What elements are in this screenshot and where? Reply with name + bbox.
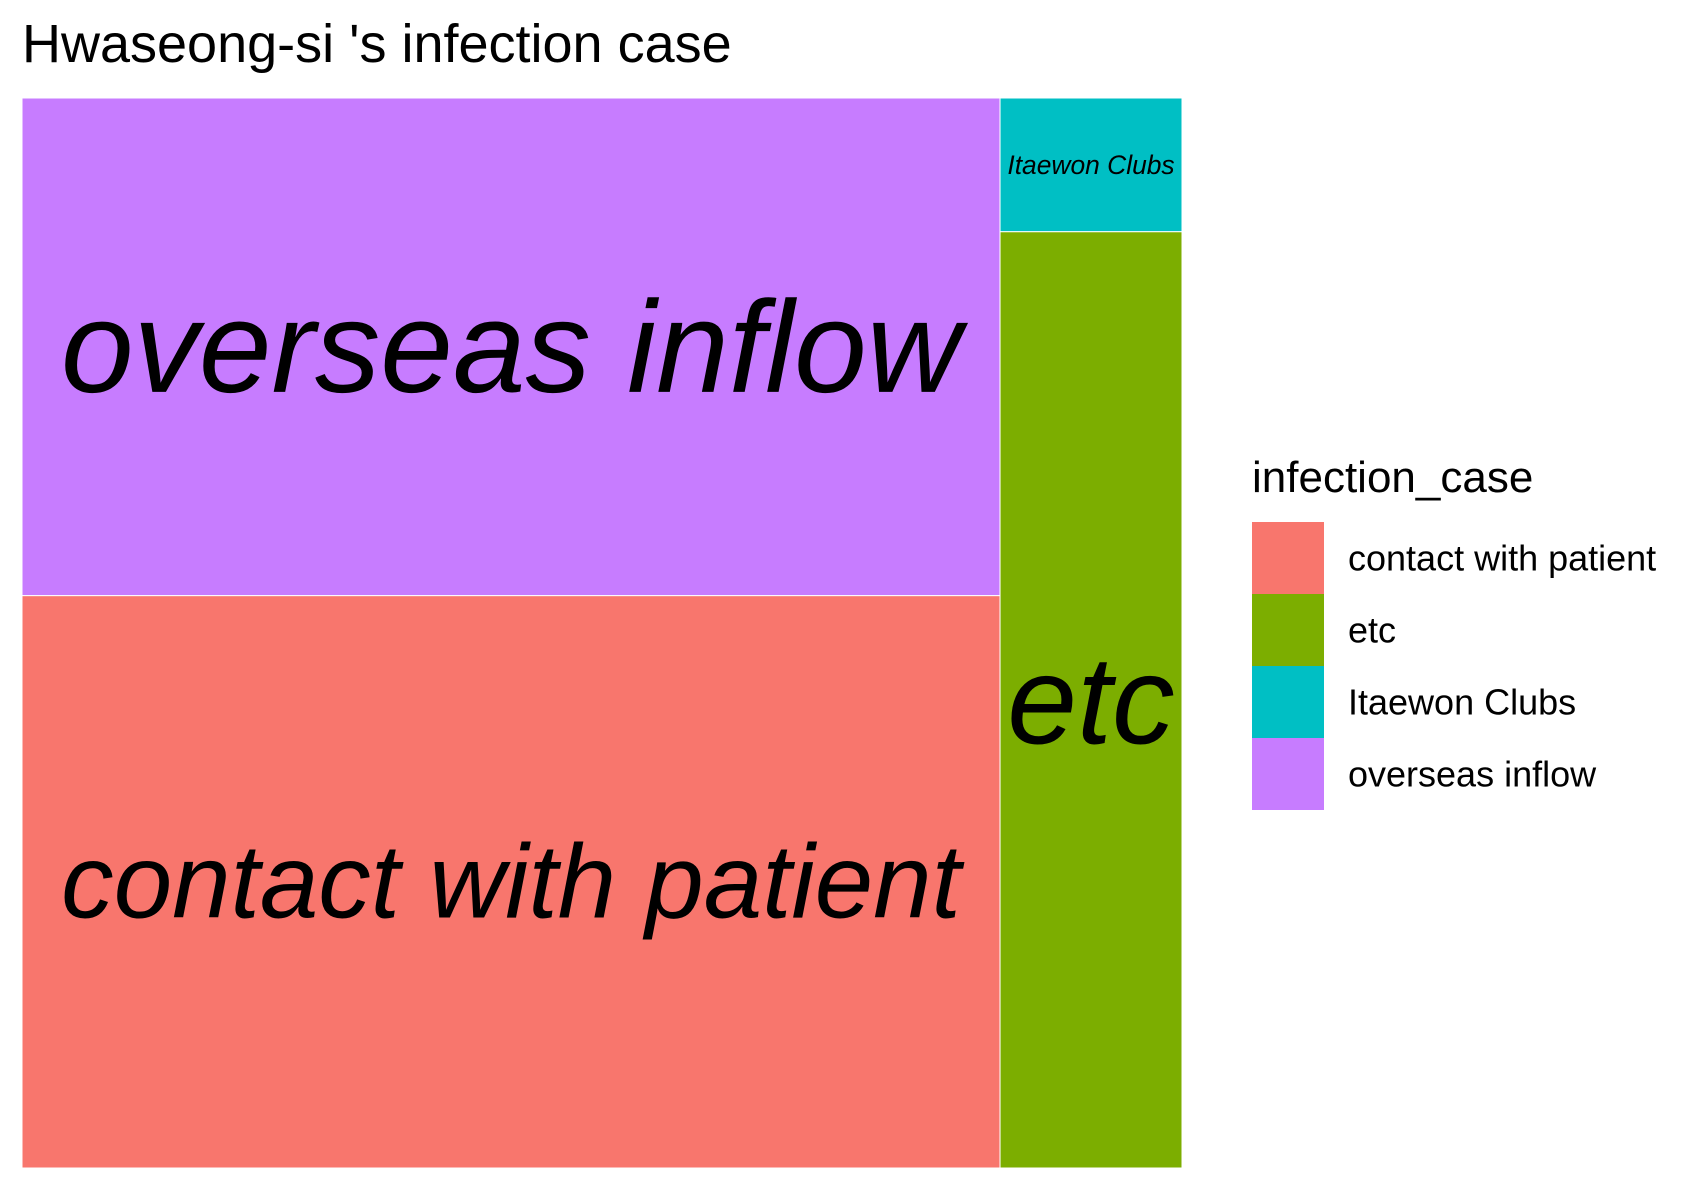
tile-contact-with-patient: [21, 595, 1001, 1169]
legend-key-itaewon-clubs: [1252, 666, 1324, 738]
legend-key-contact-with-patient: [1252, 522, 1324, 594]
tile-overseas-inflow: [21, 97, 1001, 597]
legend-title: infection_case: [1252, 453, 1533, 502]
tile-label-itaewon-clubs: Itaewon Clubs: [1007, 150, 1174, 180]
tile-label-overseas-inflow: overseas inflow: [61, 274, 969, 420]
legend-label-contact-with-patient: contact with patient: [1348, 538, 1656, 579]
chart-title: Hwaseong-si 's infection case: [22, 14, 732, 74]
legend-label-etc: etc: [1348, 610, 1396, 651]
tile-itaewon-clubs: [999, 97, 1183, 233]
tile-etc: [999, 231, 1183, 1169]
legend-key-overseas-inflow: [1252, 738, 1324, 810]
legend: infection_case contact with patient etc It…: [1252, 453, 1656, 810]
legend-key-etc: [1252, 594, 1324, 666]
legend-items: contact with patient etc Itaewon Clubs over…: [1252, 522, 1656, 810]
legend-label-itaewon-clubs: Itaewon Clubs: [1348, 682, 1576, 723]
treemap-tiles: overseas inflow contact with patient Itaew…: [21, 97, 1183, 1169]
legend-label-overseas-inflow: overseas inflow: [1348, 754, 1597, 795]
tile-label-contact-with-patient: contact with patient: [61, 823, 964, 940]
tile-label-etc: etc: [1007, 629, 1174, 770]
